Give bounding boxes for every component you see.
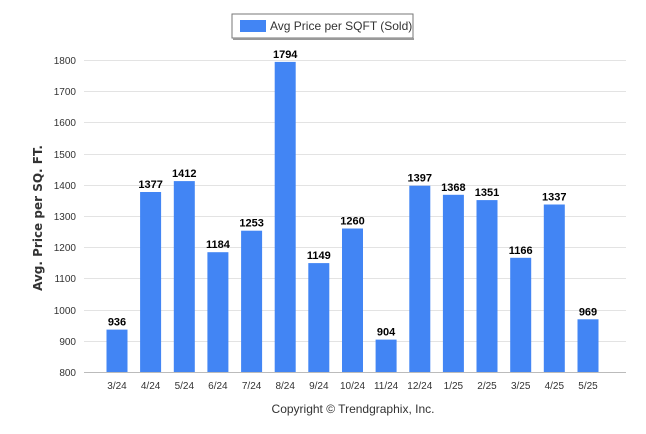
bar (140, 192, 162, 372)
data-label: 1337 (542, 192, 566, 204)
y-axis-label: Avg. Price per SQ. FT. (31, 145, 45, 291)
bar (308, 263, 330, 372)
data-label: 1351 (475, 187, 499, 199)
y-tick-label: 1200 (54, 243, 77, 254)
data-label: 1794 (273, 49, 298, 61)
x-tick-label: 4/25 (545, 381, 565, 392)
data-label: 936 (108, 317, 126, 329)
x-axis-ticks: 3/24 4/24 5/24 6/24 7/24 8/24 9/24 10/24 11/24 12… (107, 381, 598, 392)
bar (442, 194, 464, 372)
bar (207, 252, 229, 372)
x-tick-label: 7/24 (242, 381, 262, 392)
data-label: 1166 (509, 245, 533, 257)
data-label: 904 (377, 327, 396, 339)
bar (342, 228, 363, 372)
bars (106, 61, 599, 373)
y-tick-label: 1100 (54, 274, 76, 285)
y-tick-label: 1300 (54, 212, 77, 223)
y-tick-label: 1700 (54, 87, 77, 98)
bar (274, 61, 296, 373)
bar (476, 200, 498, 372)
legend-swatch (240, 20, 266, 32)
x-tick-label: 3/24 (107, 381, 127, 392)
data-label: 1397 (408, 173, 432, 185)
x-tick-label: 8/24 (275, 381, 295, 392)
x-tick-label: 12/24 (407, 381, 432, 392)
data-label: 1412 (172, 168, 196, 180)
y-tick-label: 1600 (54, 118, 77, 129)
copyright-text: Copyright © Trendgraphix, Inc. (272, 402, 435, 416)
x-tick-label: 10/24 (340, 381, 365, 392)
x-tick-label: 6/24 (208, 381, 228, 392)
bar (409, 185, 431, 372)
data-label: 1149 (307, 250, 331, 262)
data-label: 1368 (441, 182, 465, 194)
x-tick-label: 5/24 (175, 381, 195, 392)
data-label: 1260 (340, 216, 364, 228)
data-label: 1377 (138, 179, 162, 191)
y-tick-label: 1400 (54, 181, 77, 192)
legend: Avg Price per SQFT (Sold) (231, 13, 414, 40)
bar (543, 204, 565, 372)
x-tick-label: 2/25 (477, 381, 497, 392)
y-tick-label: 900 (59, 337, 76, 348)
bar (577, 319, 599, 372)
x-tick-label: 5/25 (578, 381, 598, 392)
bar (375, 339, 397, 372)
y-axis-ticks: 800 900 1000 1100 1200 1300 1400 1500 1600 1700 18… (54, 56, 77, 379)
y-tick-label: 1500 (54, 150, 77, 161)
data-label: 1253 (239, 218, 263, 230)
y-tick-label: 1800 (54, 56, 77, 67)
bar (510, 257, 532, 372)
data-labels: 936 1377 1412 1184 1253 1794 1149 1260 904 1397 13… (108, 49, 597, 339)
x-tick-label: 9/24 (309, 381, 329, 392)
bar (241, 230, 263, 372)
bar (173, 181, 195, 372)
data-label: 969 (579, 306, 597, 318)
x-tick-label: 11/24 (374, 381, 399, 392)
x-tick-label: 1/25 (444, 381, 464, 392)
data-label: 1184 (206, 239, 231, 251)
x-tick-label: 4/24 (141, 381, 161, 392)
y-tick-label: 1000 (54, 306, 77, 317)
x-tick-label: 3/25 (511, 381, 531, 392)
bar (106, 329, 128, 372)
legend-label: Avg Price per SQFT (Sold) (270, 19, 412, 33)
y-tick-label: 800 (59, 368, 76, 379)
